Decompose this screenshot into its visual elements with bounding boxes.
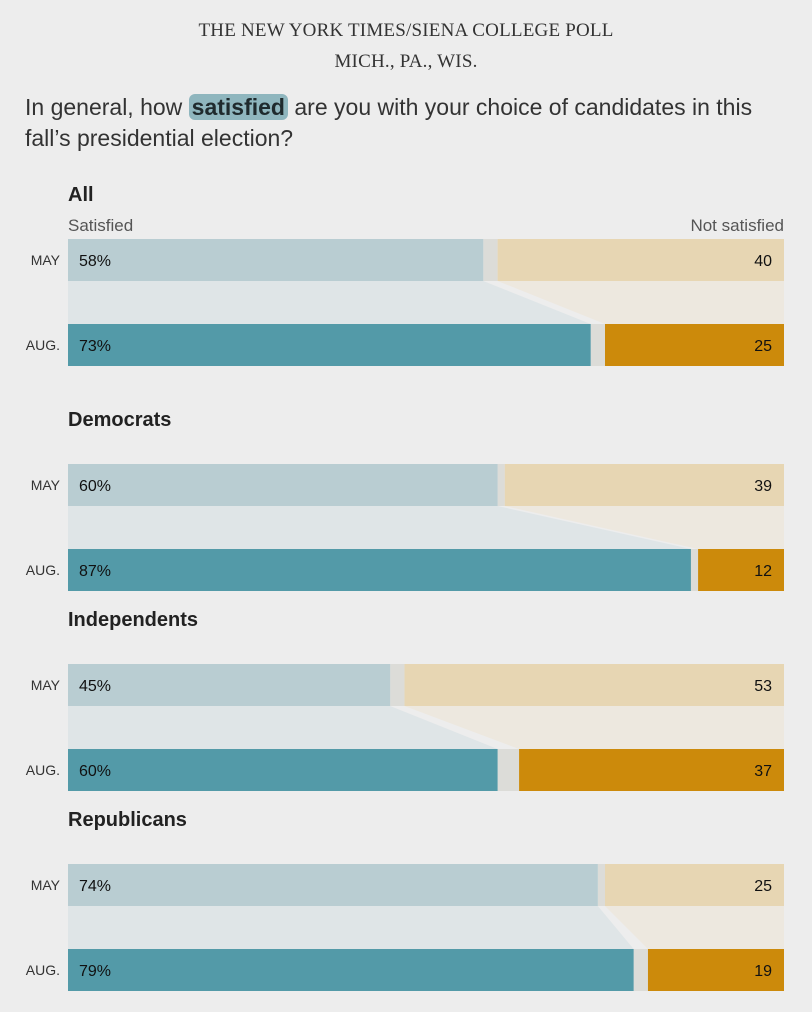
bar-value-satisfied: 79% (79, 963, 111, 980)
row-label: MAY (31, 477, 61, 493)
connector-not-satisfied (497, 281, 784, 324)
row-label: MAY (31, 677, 61, 693)
bar-value-not-satisfied: 37 (754, 763, 772, 780)
bar-value-not-satisfied: 25 (754, 878, 772, 895)
bar-value-satisfied: 60% (79, 763, 111, 780)
bar-gap (690, 549, 699, 591)
group-title: All (68, 184, 94, 206)
question-before: In general, how (25, 94, 183, 120)
connector-satisfied (68, 906, 634, 949)
row-label: AUG. (26, 337, 60, 353)
bar-not-satisfied (605, 864, 784, 906)
row-label: AUG. (26, 962, 60, 978)
legend-satisfied: Satisfied (68, 216, 134, 235)
row-label: AUG. (26, 562, 60, 578)
legend-not-satisfied: Not satisfied (690, 216, 784, 235)
bar-value-satisfied: 87% (79, 563, 111, 580)
connector-not-satisfied (605, 906, 784, 949)
bar-value-not-satisfied: 53 (754, 678, 772, 695)
bar-value-satisfied: 58% (79, 253, 111, 270)
row-label: MAY (31, 252, 61, 268)
connector-not-satisfied (504, 506, 784, 549)
bar-gap (597, 864, 605, 906)
bar-not-satisfied (497, 239, 784, 281)
connector-satisfied (68, 506, 691, 549)
poll-states-subtitle: MICH., PA., WIS. (334, 51, 478, 72)
bar-not-satisfied (404, 664, 784, 706)
bar-gap (497, 464, 505, 506)
bar-value-satisfied: 60% (79, 478, 111, 495)
bar-not-satisfied (519, 749, 784, 791)
connector-satisfied (68, 281, 591, 324)
bar-value-not-satisfied: 40 (754, 253, 772, 270)
chart-question: In general, how satisfied are you with y… (25, 92, 795, 154)
bar-not-satisfied (698, 549, 784, 591)
bar-satisfied (68, 239, 484, 281)
question-highlight: satisfied (188, 94, 288, 120)
bar-satisfied (68, 749, 498, 791)
bar-not-satisfied (605, 324, 784, 366)
bar-not-satisfied (647, 949, 784, 991)
question-after: are you with your choice of candidates i… (25, 94, 753, 151)
bar-value-satisfied: 74% (79, 878, 111, 895)
bar-satisfied (68, 464, 498, 506)
connector-satisfied (68, 706, 498, 749)
bar-satisfied (68, 549, 691, 591)
row-label: MAY (31, 877, 61, 893)
bar-gap (590, 324, 605, 366)
bar-value-not-satisfied: 19 (754, 963, 772, 980)
group-title: Independents (68, 609, 198, 631)
bar-gap (483, 239, 498, 281)
bar-value-not-satisfied: 12 (754, 563, 772, 580)
bar-value-satisfied: 73% (79, 338, 111, 355)
bar-satisfied (68, 664, 391, 706)
bar-not-satisfied (504, 464, 784, 506)
bar-gap (390, 664, 405, 706)
connector-not-satisfied (404, 706, 784, 749)
bar-gap (633, 949, 648, 991)
bar-value-not-satisfied: 25 (754, 338, 772, 355)
group-title: Democrats (68, 409, 171, 431)
poll-source-title: THE NEW YORK TIMES/SIENA COLLEGE POLL (198, 20, 614, 41)
row-label: AUG. (26, 762, 60, 778)
bar-gap (497, 749, 520, 791)
bar-value-satisfied: 45% (79, 678, 111, 695)
bar-value-not-satisfied: 39 (754, 478, 772, 495)
bar-satisfied (68, 324, 591, 366)
bar-satisfied (68, 864, 598, 906)
group-title: Republicans (68, 809, 187, 831)
bar-satisfied (68, 949, 634, 991)
